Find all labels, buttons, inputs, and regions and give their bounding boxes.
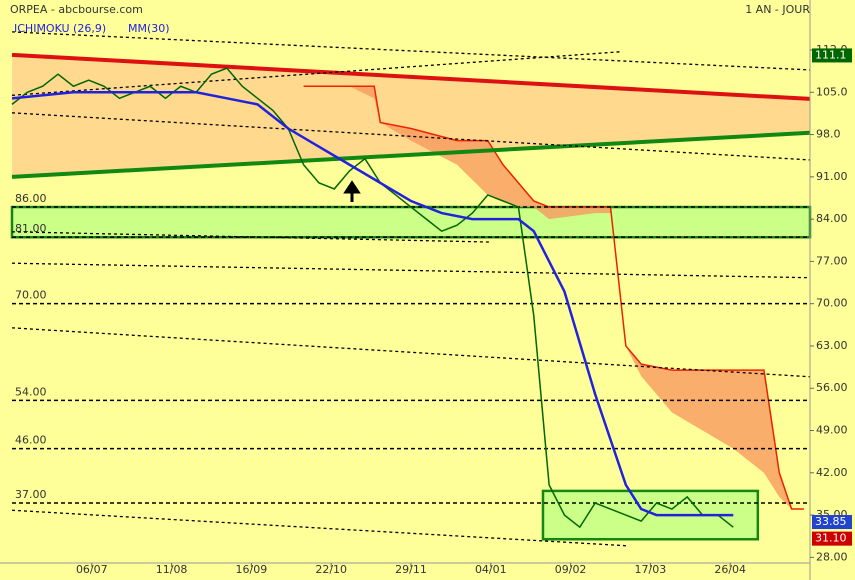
y-tick-label: 91.00 [816,170,848,183]
dotted-line [11,31,811,71]
level-label: 86.00 [15,192,47,205]
trend-line [11,52,811,101]
x-tick-label: 22/10 [315,563,347,576]
y-tick-label: 98.0 [816,128,841,141]
arrow [343,180,361,202]
dotted-line [11,112,811,161]
indicator: ICHIMOKU (26,9) [14,22,106,35]
y-tick-label: 84.00 [816,212,848,225]
price-tag-label: 111.1 [815,48,847,61]
y-tick-label: 70.00 [816,297,848,310]
trend-line [11,130,811,179]
zone [10,205,812,239]
price-tag-label: 31.10 [815,532,847,545]
dotted-line [11,262,811,279]
level-label: 54.00 [15,385,47,398]
level-label: 81.00 [15,222,47,235]
moving-average [11,91,734,517]
dotted-line [11,327,811,378]
x-tick-label: 04/01 [475,563,507,576]
price-tag [812,48,852,63]
price-tag [812,515,852,530]
dotted-line [11,231,491,243]
chart-title: ORPEA - abcbourse.com [10,3,143,16]
channel-fill [12,54,810,177]
period: 1 AN - JOUR [745,3,810,16]
y-tick-label: 42.00 [816,466,848,479]
x-tick-label: 17/03 [635,563,667,576]
y-tick-label: 49.00 [816,424,848,437]
price-tag [812,531,852,546]
level-label: 46.00 [15,434,47,447]
x-tick-label: 06/07 [76,563,108,576]
y-tick-label: 63.00 [816,339,848,352]
indicator: MM(30) [128,22,170,35]
x-tick-label: 29/11 [395,563,427,576]
y-tick-label: 105.0 [816,85,848,98]
y-tick-label: 77.00 [816,254,848,267]
x-tick-label: 26/04 [714,563,746,576]
x-tick-label: 11/08 [156,563,188,576]
cloud-fill [303,86,804,510]
x-tick-label: 16/09 [236,563,268,576]
y-tick-label: 28.00 [816,550,848,563]
level-label: 37.00 [15,488,47,501]
price-tag-label: 33.85 [815,515,847,528]
x-tick-label: 09/02 [555,563,587,576]
level-label: 70.00 [15,289,47,302]
y-tick-label: 56.00 [816,381,848,394]
dotted-line [11,509,629,547]
